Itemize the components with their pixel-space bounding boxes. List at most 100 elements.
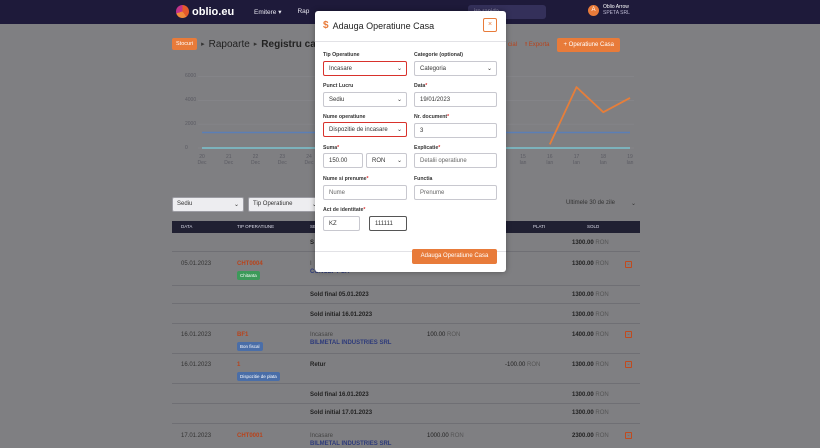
prenume-input[interactable]: Prenume [414, 185, 497, 200]
expand-icon[interactable]: ⌄ [625, 432, 632, 439]
sold-amount: 1300.00 [572, 312, 594, 318]
row-document-link[interactable]: BF1 [237, 332, 249, 338]
sold-label: Sold final 16.01.2023 [310, 392, 369, 398]
period-filter[interactable]: Ultimele 30 de zile ⌄ [562, 197, 640, 212]
row-partner[interactable]: BILMETAL INDUSTRIES SRL [310, 340, 392, 346]
act-serie-input[interactable]: KZ [323, 216, 360, 231]
dollar-icon: $ [323, 20, 329, 31]
row-document-link[interactable]: CHT0004 [237, 261, 263, 267]
crumb-rapoarte[interactable]: Rapoarte [208, 38, 250, 50]
currency: RON [595, 332, 609, 338]
col-data: DATA [181, 224, 193, 229]
oblio-logo[interactable]: oblio.eu [176, 5, 234, 18]
row-partner[interactable]: CONCEPT SA [310, 269, 350, 275]
upload-icon: ⭱ [525, 42, 529, 48]
sold-initial-label: S [310, 240, 315, 246]
row-document-link[interactable]: CHT0001 [237, 433, 263, 439]
row-document-link[interactable]: 1 [237, 362, 241, 368]
punct-lucru-select[interactable]: Sediu ⌄ [323, 92, 407, 107]
expand-icon[interactable]: ⌄ [625, 361, 632, 368]
sold-amount: 1300.00 [572, 261, 594, 267]
punct-lucru-filter[interactable]: Sediu ⌄ [172, 197, 244, 212]
sold-amount: 1300.00 [572, 240, 594, 246]
punct-lucru-filter-value: Sediu [177, 201, 193, 207]
x-tick-label: 23 Dec [277, 154, 287, 166]
currency: RON [595, 312, 609, 318]
add-operatiune-button[interactable]: + Operatiune Casa [557, 38, 621, 52]
row-partner[interactable]: BILMETAL INDUSTRIES SRL [310, 441, 392, 447]
col-plati: PLATI [533, 224, 546, 229]
categorie-select[interactable]: Categoria ⌄ [414, 61, 497, 76]
status-badge: Chitanta [237, 271, 260, 280]
nr-document-input[interactable]: 3 [414, 123, 497, 138]
table-row: 16.01.2023 1 Dispozitie de plata Retur -… [172, 354, 640, 384]
required-mark: * [438, 145, 441, 151]
table-row: Sold initial 17.01.2023 1300.00 RON [172, 404, 640, 424]
suma-label-text: Suma [323, 145, 338, 151]
row-sold: 1300.00 RON [572, 392, 609, 398]
nume-operatiune-select[interactable]: Dispozitie de incasare ⌄ [323, 122, 407, 137]
nume-prenume-label-text: Nume si prenume [323, 176, 367, 182]
sold-label: Sold initial 16.01.2023 [310, 312, 373, 318]
close-icon: × [487, 21, 493, 28]
categorie-label: Categorie (optional) [414, 52, 463, 58]
nav-rapoarte[interactable]: Rap [297, 8, 310, 15]
currency: RON [447, 332, 461, 338]
sold-amount: 1300.00 [572, 392, 594, 398]
sold-amount: 1300.00 [572, 362, 594, 368]
chevron-down-icon: ⌄ [396, 97, 402, 103]
submit-button[interactable]: Adauga Operatiune Casa [412, 249, 497, 264]
moneda-select[interactable]: RON ⌄ [366, 153, 407, 168]
moneda-value: RON [372, 158, 386, 164]
divider [315, 41, 506, 42]
status-badge: Bon fiscal [237, 342, 263, 351]
tip-operatiune-filter[interactable]: Tip Operatiune ⌄ [248, 197, 322, 212]
explicatie-label: Explicatie* [414, 145, 440, 151]
data-label: Data* [414, 83, 427, 89]
expand-icon[interactable]: ⌄ [625, 331, 632, 338]
table-row: Sold final 05.01.2023 1300.00 RON [172, 286, 640, 304]
page-title: Registru cas [261, 38, 322, 50]
row-sold: 1300.00 RON [572, 312, 609, 318]
act-numar-input[interactable]: 111111 [369, 216, 407, 231]
suma-input[interactable]: 150.00 [323, 153, 363, 168]
currency: RON [595, 362, 609, 368]
row-operation: Incasare [310, 332, 334, 338]
logo-icon [176, 5, 189, 18]
row-date: 16.01.2023 [181, 332, 212, 338]
add-operatiune-modal: $ Adauga Operatiune Casa × Tip Operatiun… [315, 11, 506, 272]
data-input[interactable]: 19/01/2023 [414, 92, 497, 107]
breadcrumb: Stocuri ▸ Rapoarte ▸ Registru cas [172, 38, 321, 50]
user-menu[interactable]: A Oblio Arrow SPETA SRL [588, 4, 630, 16]
tip-operatiune-filter-value: Tip Operatiune [253, 201, 293, 207]
table-row: 16.01.2023 BF1 Bon fiscal Incasare BILME… [172, 324, 640, 354]
currency: RON [595, 392, 609, 398]
row-date: 05.01.2023 [181, 261, 212, 267]
nume-prenume-label: Nume si prenume* [323, 176, 369, 182]
nav-emitere[interactable]: Emitere ▾ [254, 9, 282, 16]
y-tick-label: 6000 [185, 73, 197, 80]
nume-input[interactable]: Nume [323, 185, 407, 200]
header-link-oficial[interactable]: cial [508, 42, 518, 48]
x-tick-label: 15 Ian [519, 154, 527, 166]
explicatie-input[interactable]: Detalii operatiune [414, 153, 497, 168]
row-operation: I [310, 261, 312, 267]
y-tick-label: 2000 [185, 121, 197, 128]
sold-label: Sold initial 17.01.2023 [310, 410, 373, 416]
tip-operatiune-value: Incasare [329, 66, 353, 72]
chevron-down-icon: ⌄ [396, 158, 402, 164]
sold-amount: 1300.00 [572, 292, 594, 298]
chevron-right-icon: ▸ [201, 41, 205, 48]
chevron-down-icon: ⌄ [312, 201, 317, 208]
chevron-down-icon: ⌄ [630, 201, 636, 207]
close-button[interactable]: × [483, 18, 497, 32]
export-link[interactable]: ⭱ Exporta [525, 40, 549, 50]
export-label: Exporta [528, 42, 550, 48]
user-name: Oblio Arrow [603, 4, 629, 10]
y-tick-label: 4000 [185, 97, 197, 104]
x-tick-label: 24 Dec [304, 154, 314, 166]
crumb-stocuri-button[interactable]: Stocuri [172, 38, 198, 50]
chevron-right-icon: ▸ [253, 41, 258, 48]
tip-operatiune-select[interactable]: Incasare ⌄ [323, 61, 407, 76]
expand-icon[interactable]: ⌄ [625, 261, 632, 268]
